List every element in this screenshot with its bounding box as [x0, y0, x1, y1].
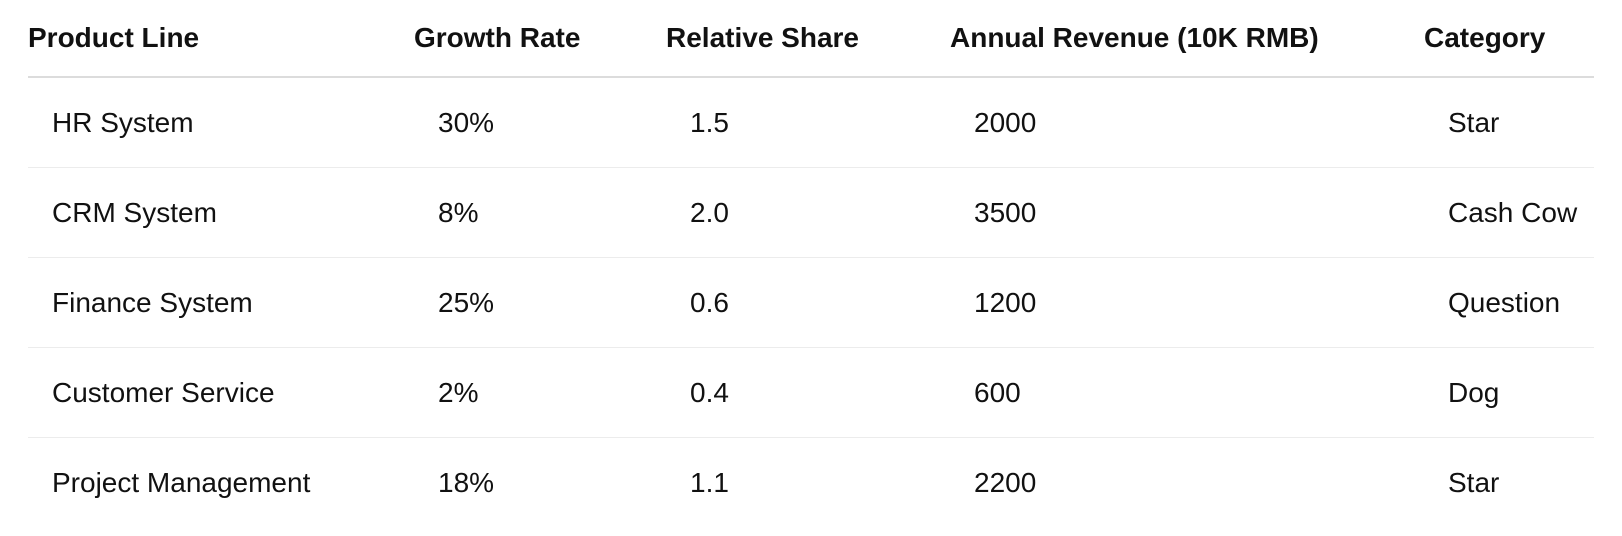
cell-product-line: HR System: [28, 77, 414, 168]
header-product-line[interactable]: Product Line: [28, 0, 414, 78]
header-row: Product Line Growth Rate Relative Share …: [28, 0, 1594, 78]
cell-relative-share: 1.1: [690, 466, 729, 498]
cell-product-line: CRM System: [28, 167, 414, 258]
cell-relative-share: 1.5: [666, 77, 950, 168]
header-annual-revenue[interactable]: Annual Revenue (10K RMB): [950, 0, 1424, 78]
cell-product-line: Finance System: [28, 257, 414, 348]
cell-category: Star: [1424, 77, 1594, 168]
cell-growth-rate: 25%: [414, 257, 666, 348]
table-header: Product Line Growth Rate Relative Share …: [28, 0, 1594, 78]
cell-category: Star: [1448, 466, 1500, 498]
cell-growth-rate: 18%: [438, 466, 495, 498]
cell-growth-rate: 30%: [414, 77, 666, 168]
cell-relative-share: 2.0: [666, 167, 950, 258]
table-row: Finance System 25% 0.6 1200 Question: [28, 257, 1594, 348]
table-row: CRM System 8% 2.0 3500 Cash Cow: [28, 167, 1594, 258]
cell-relative-share: 0.4: [666, 347, 950, 438]
cell-category: Question: [1424, 257, 1594, 348]
cell-annual-revenue: 2000: [950, 77, 1424, 168]
cell-growth-rate: 2%: [414, 347, 666, 438]
header-category[interactable]: Category: [1424, 0, 1594, 78]
cell-product-line: Project Management: [52, 466, 311, 498]
cell-annual-revenue: 2200: [974, 466, 1037, 498]
table-row: Customer Service 2% 0.4 600 Dog: [28, 347, 1594, 438]
table-body: HR System 30% 1.5 2000 Star CRM System 8…: [28, 77, 1594, 527]
header-growth-rate[interactable]: Growth Rate: [414, 0, 666, 78]
cell-annual-revenue: 3500: [950, 167, 1424, 258]
table-row: HR System 30% 1.5 2000 Star: [28, 77, 1594, 168]
product-portfolio-table: Product Line Growth Rate Relative Share …: [28, 0, 1594, 527]
product-portfolio-table-container: Product Line Growth Rate Relative Share …: [28, 0, 1594, 527]
header-relative-share[interactable]: Relative Share: [666, 0, 950, 78]
cell-annual-revenue: 600: [950, 347, 1424, 438]
cell-product-line: Customer Service: [28, 347, 414, 438]
cell-category: Cash Cow: [1424, 167, 1594, 258]
cell-category: Dog: [1424, 347, 1594, 438]
cell-growth-rate: 8%: [414, 167, 666, 258]
cell-annual-revenue: 1200: [950, 257, 1424, 348]
table-row: Project Management 18% 1.1 2200 Star: [28, 438, 1594, 528]
cell-relative-share: 0.6: [666, 257, 950, 348]
